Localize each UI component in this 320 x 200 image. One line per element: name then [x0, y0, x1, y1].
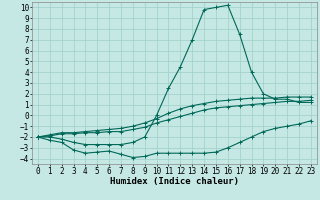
X-axis label: Humidex (Indice chaleur): Humidex (Indice chaleur) [110, 177, 239, 186]
